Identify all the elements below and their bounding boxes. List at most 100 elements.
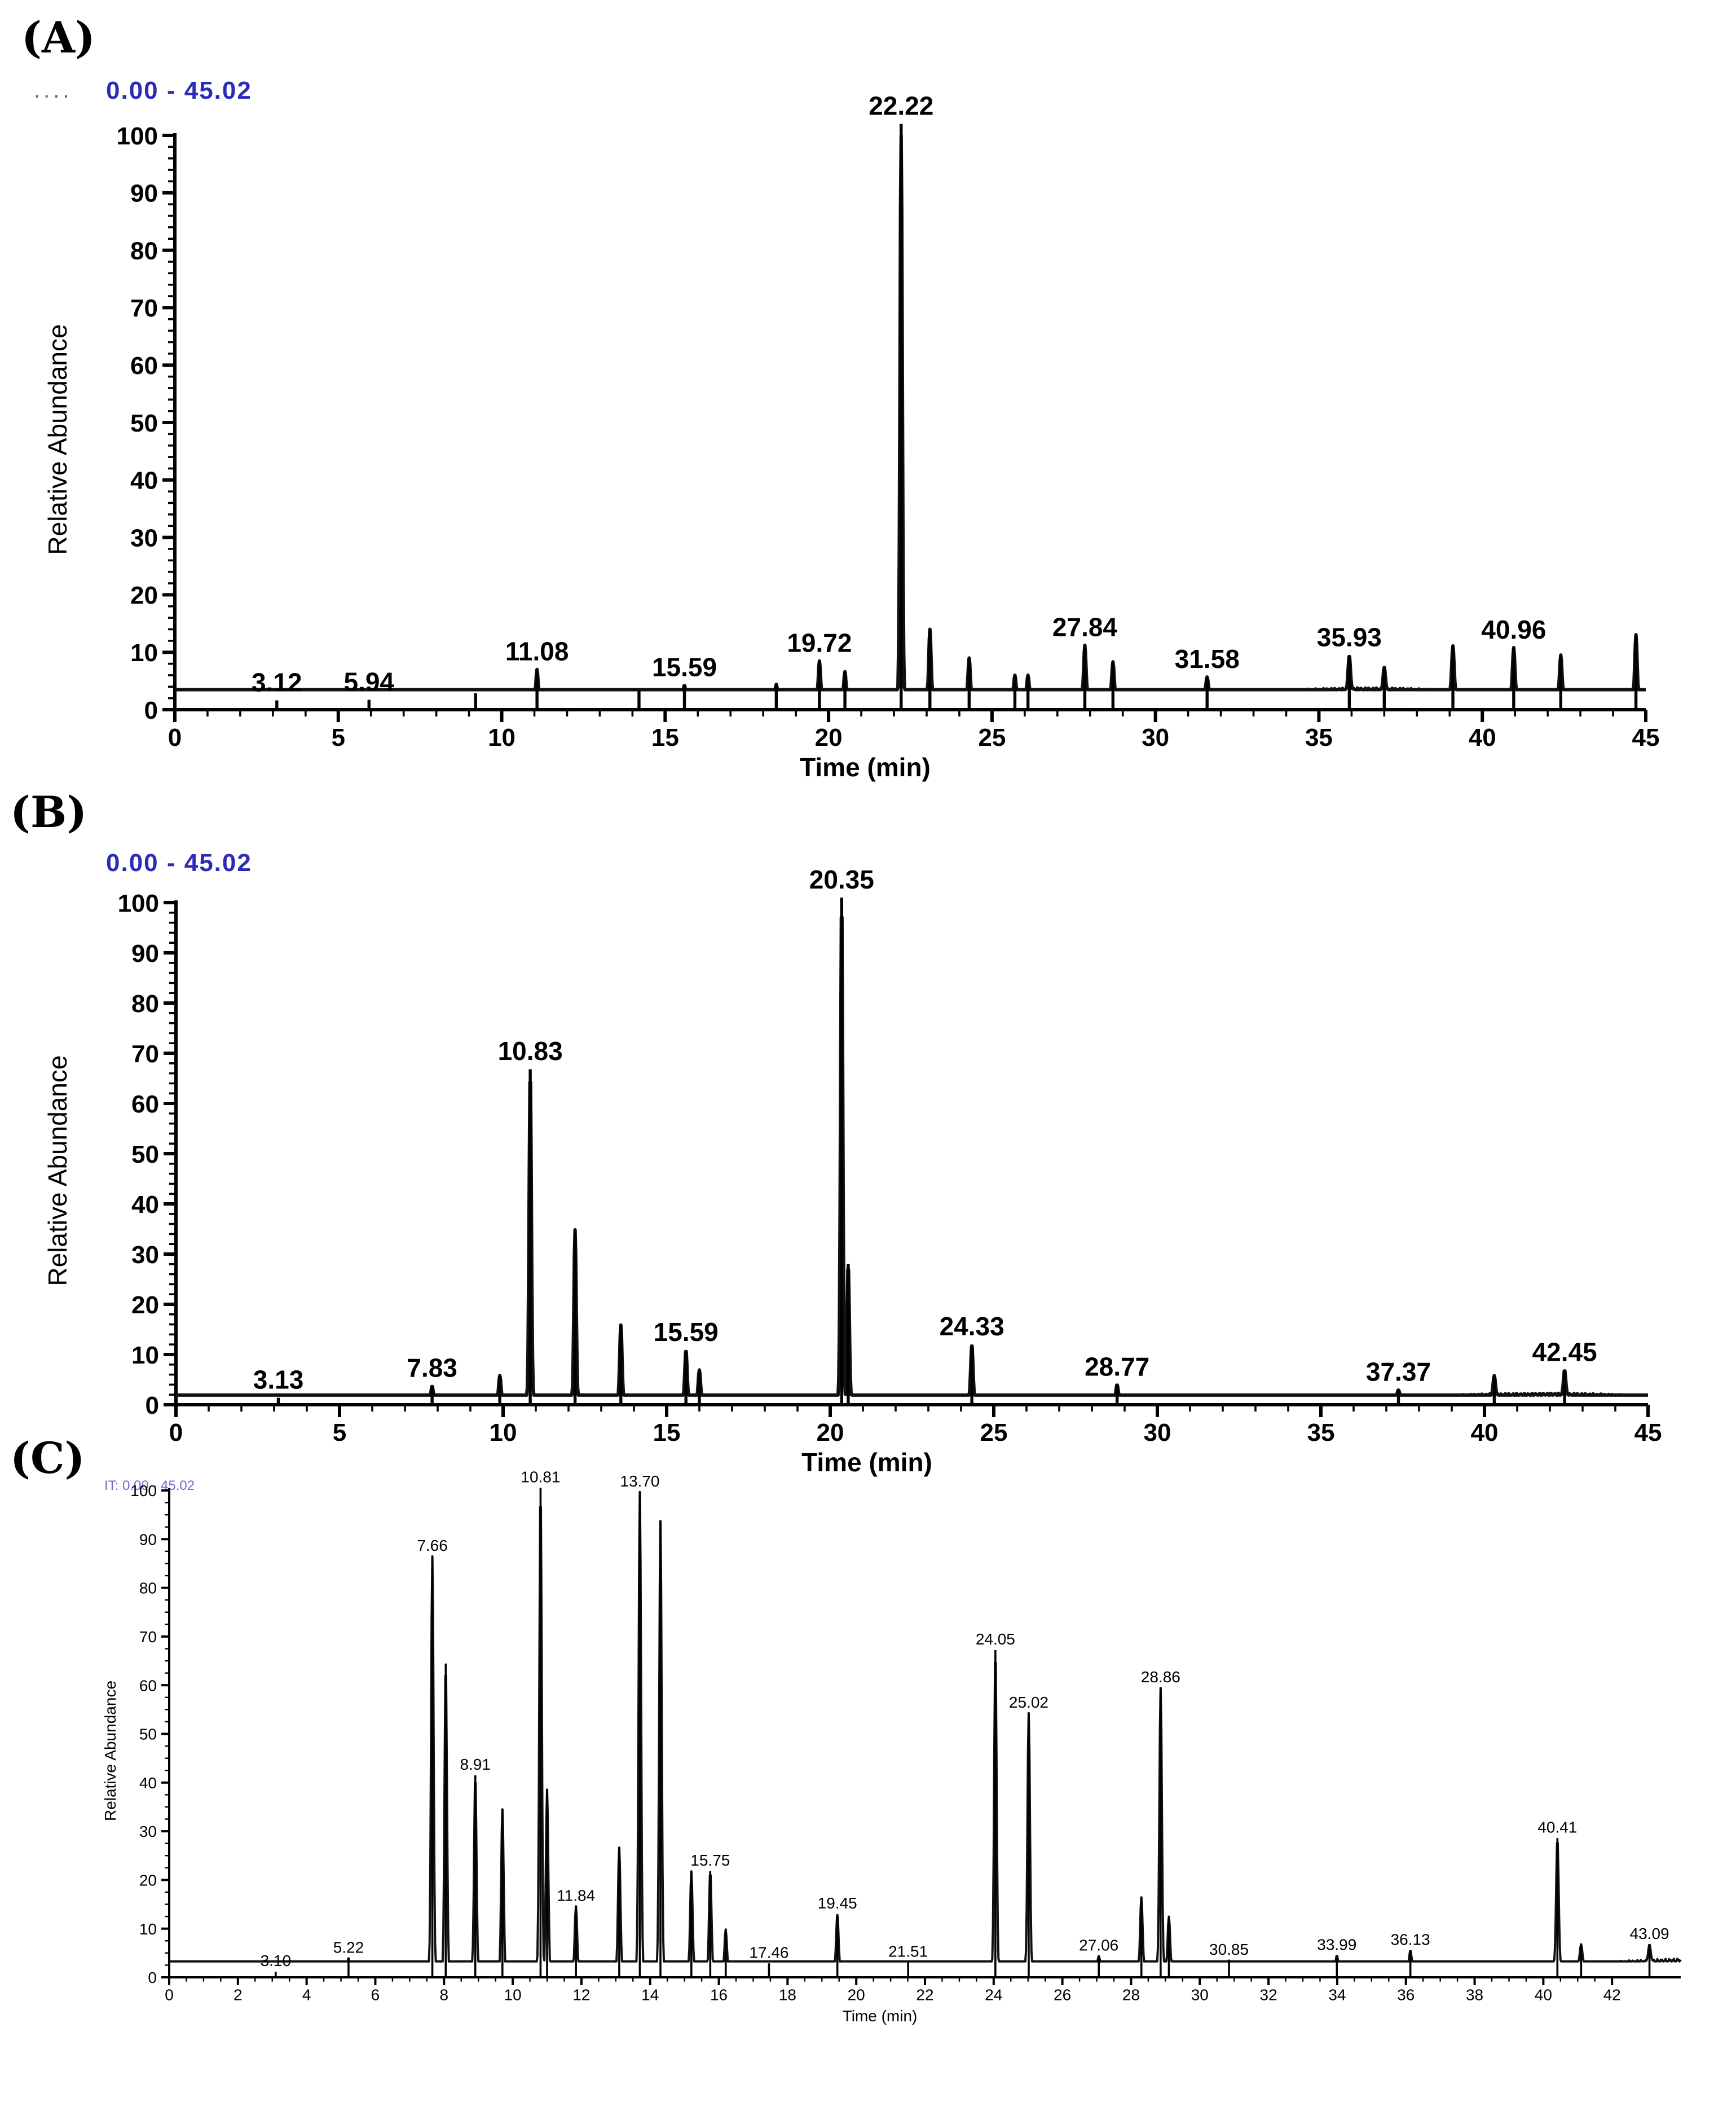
x-tick-label: 20 [817, 1419, 844, 1446]
x-tick-label: 30 [1142, 724, 1169, 751]
x-tick-label: 40 [1535, 1986, 1552, 2004]
y-tick-label: 80 [139, 1580, 157, 1597]
y-axis-label: Relative Abundance [43, 1055, 72, 1286]
x-tick-label: 36 [1397, 1986, 1415, 2004]
chromatogram-trace [174, 134, 1647, 692]
peak-label: 15.75 [690, 1852, 730, 1869]
peak-label: 33.99 [1317, 1936, 1356, 1953]
x-tick-label: 16 [710, 1986, 728, 2004]
y-tick-label: 90 [130, 180, 158, 208]
peak-label: 7.83 [407, 1353, 457, 1383]
x-tick-label: 0 [168, 724, 182, 751]
panel-b-letter: (B) [10, 787, 87, 837]
y-tick-label: 70 [130, 294, 158, 322]
x-tick-label: 8 [439, 1986, 448, 2004]
y-tick-label: 70 [131, 1040, 159, 1068]
y-tick-label: 10 [131, 1342, 159, 1369]
x-tick-label: 10 [490, 1419, 517, 1446]
y-tick-label: 0 [146, 1392, 159, 1419]
x-tick-label: 26 [1054, 1986, 1071, 2004]
y-tick-label: 10 [130, 639, 158, 667]
x-tick-label: 6 [371, 1986, 380, 2004]
peak-label: 40.41 [1537, 1818, 1577, 1836]
peak-label: 13.70 [620, 1472, 659, 1490]
peak-label: 10.81 [521, 1468, 560, 1486]
peak-label: 31.58 [1175, 644, 1240, 674]
y-tick-label: 50 [130, 410, 158, 437]
peak-label: 30.85 [1209, 1941, 1249, 1958]
x-tick-label: 18 [779, 1986, 796, 2004]
peak-label: 37.37 [1366, 1357, 1431, 1387]
panel-c-letter: (C) [10, 1433, 85, 1483]
peak-label: 24.05 [976, 1630, 1015, 1648]
x-tick-label: 45 [1632, 724, 1660, 751]
y-tick-label: 60 [139, 1677, 157, 1694]
y-tick-label: 100 [118, 890, 159, 917]
peak-label: 8.91 [460, 1756, 491, 1773]
peak-label: 20.35 [809, 865, 874, 894]
x-tick-label: 24 [985, 1986, 1002, 2004]
x-tick-label: 15 [653, 1419, 681, 1446]
x-tick-label: 15 [651, 724, 679, 751]
peak-label: 10.83 [498, 1036, 563, 1066]
x-axis-label: Time (min) [800, 753, 931, 782]
x-tick-label: 12 [572, 1986, 590, 2004]
peak-label: 35.93 [1317, 622, 1382, 652]
peak-label: 28.77 [1085, 1352, 1149, 1381]
x-tick-label: 25 [978, 724, 1006, 751]
x-tick-label: 5 [333, 1419, 346, 1446]
y-tick-label: 40 [139, 1774, 157, 1792]
y-tick-label: 60 [130, 352, 158, 380]
peak-label: 43.09 [1630, 1925, 1669, 1942]
panel-a-range-dots: .... [34, 78, 73, 103]
panel-b-range: 0.00 - 45.02 [106, 849, 252, 877]
peak-label: 40.96 [1481, 615, 1546, 644]
peak-label: 19.45 [818, 1894, 857, 1912]
y-tick-label: 80 [130, 237, 158, 265]
x-tick-label: 0 [165, 1986, 174, 2004]
peak-label: 19.72 [787, 628, 852, 658]
chart-b: 0 10 20 30 40 50 60 70 80 90 100 0 5 10 15 20 25 30 35 40 45… [43, 865, 1662, 1477]
panel-a-letter: (A) [21, 12, 95, 63]
x-tick-label: 35 [1307, 1419, 1335, 1446]
x-tick-label: 38 [1466, 1986, 1483, 2004]
peak-label: 24.33 [940, 1312, 1004, 1341]
x-tick-label: 0 [169, 1419, 183, 1446]
peak-label: 15.59 [654, 1317, 719, 1347]
x-tick-label: 10 [504, 1986, 522, 2004]
y-tick-label: 20 [139, 1871, 157, 1889]
y-tick-label: 80 [131, 990, 159, 1018]
peak-label: 7.66 [417, 1537, 448, 1554]
chromatogram-trace [169, 1490, 1682, 1963]
y-tick-label: 30 [130, 524, 158, 552]
chromatogram-trace [175, 916, 1649, 1397]
peak-label: 17.46 [749, 1943, 788, 1961]
y-tick-label: 90 [131, 940, 159, 968]
y-axis-label: Relative Abundance [43, 324, 72, 555]
x-tick-label: 30 [1191, 1986, 1209, 2004]
peak-label: 22.22 [869, 91, 933, 121]
peak-label: 3.12 [252, 667, 302, 697]
x-tick-label: 28 [1122, 1986, 1140, 2004]
x-tick-label: 35 [1305, 724, 1333, 751]
y-tick-label: 70 [139, 1628, 157, 1646]
x-tick-label: 40 [1469, 724, 1496, 751]
x-tick-label: 4 [302, 1986, 311, 2004]
peak-label: 5.94 [343, 667, 394, 696]
y-tick-label: 0 [144, 697, 158, 724]
peak-label: 36.13 [1391, 1931, 1430, 1948]
peak-label: 15.59 [652, 652, 717, 681]
y-tick-label: 0 [148, 1969, 157, 1986]
x-tick-label: 5 [332, 724, 345, 751]
x-axis-label: Time (min) [801, 1448, 932, 1477]
y-axis-label: Relative Abundance [102, 1681, 119, 1821]
x-axis-label: Time (min) [843, 2007, 918, 2025]
x-tick-label: 10 [488, 724, 515, 751]
peak-label: 5.22 [333, 1939, 364, 1956]
peak-label: 42.45 [1532, 1337, 1597, 1366]
peak-label: 11.08 [505, 637, 569, 666]
y-tick-label: 30 [131, 1241, 159, 1269]
y-tick-label: 100 [117, 122, 158, 150]
peak-label: 28.86 [1141, 1668, 1180, 1686]
